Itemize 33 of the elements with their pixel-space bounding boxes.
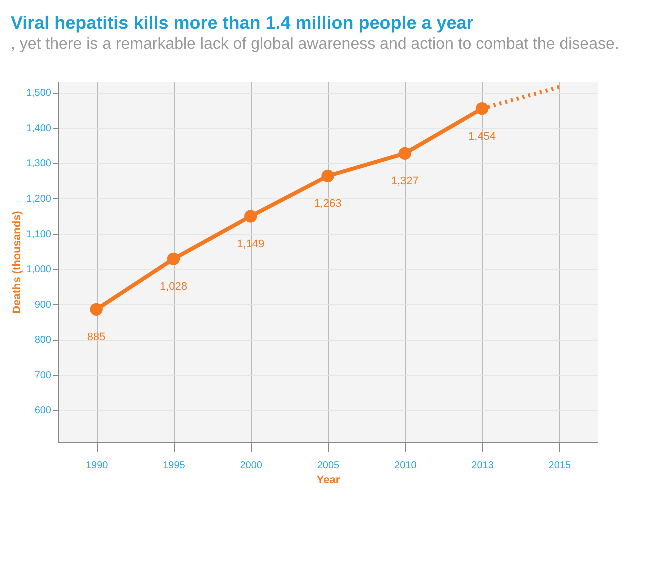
point (167, 252, 180, 266)
y-tick-label: 700 (34, 370, 52, 382)
data-label: 885 (87, 332, 106, 344)
x-tick-label: 2000 (240, 460, 263, 472)
x-tick-label: 2005 (317, 460, 340, 472)
y-tick-label: 1,200 (26, 194, 52, 205)
chart-title: Viral hepatitis kills more than 1.4 million people a year (10, 13, 474, 33)
data-label: 1,149 (237, 238, 265, 250)
y-tick-label: 1,500 (26, 88, 52, 100)
chart-subtitle: , yet there is a remarkable lack of global awareness and action to combat the disease. (10, 36, 620, 53)
y-tick-label: 1,400 (26, 123, 52, 134)
point (90, 303, 103, 316)
y-tick-label: 800 (34, 335, 52, 346)
x-tick-label: 2015 (548, 460, 572, 472)
x-tick-label: 2010 (394, 460, 418, 472)
x-tick-label: 2013 (472, 460, 494, 472)
point (398, 147, 412, 160)
y-tick-label: 1,300 (26, 158, 52, 170)
point (476, 102, 489, 116)
y-tick-label: 900 (34, 300, 52, 311)
point (244, 210, 258, 223)
data-label: 1,028 (160, 281, 188, 294)
data-label: 1,327 (391, 176, 419, 188)
y-tick-label: 600 (34, 406, 52, 417)
y-tick-label: 1,100 (26, 229, 52, 240)
data-label: 1,454 (468, 130, 496, 143)
data-label: 1,263 (314, 198, 342, 210)
x-axis-title: Year (316, 474, 341, 486)
point (322, 170, 334, 183)
y-tick-label: 1,000 (26, 264, 52, 276)
x-tick-label: 1990 (86, 460, 109, 472)
x-tick-label: 1995 (163, 460, 186, 472)
y-axis-title: Deaths (thousands) (11, 210, 24, 314)
